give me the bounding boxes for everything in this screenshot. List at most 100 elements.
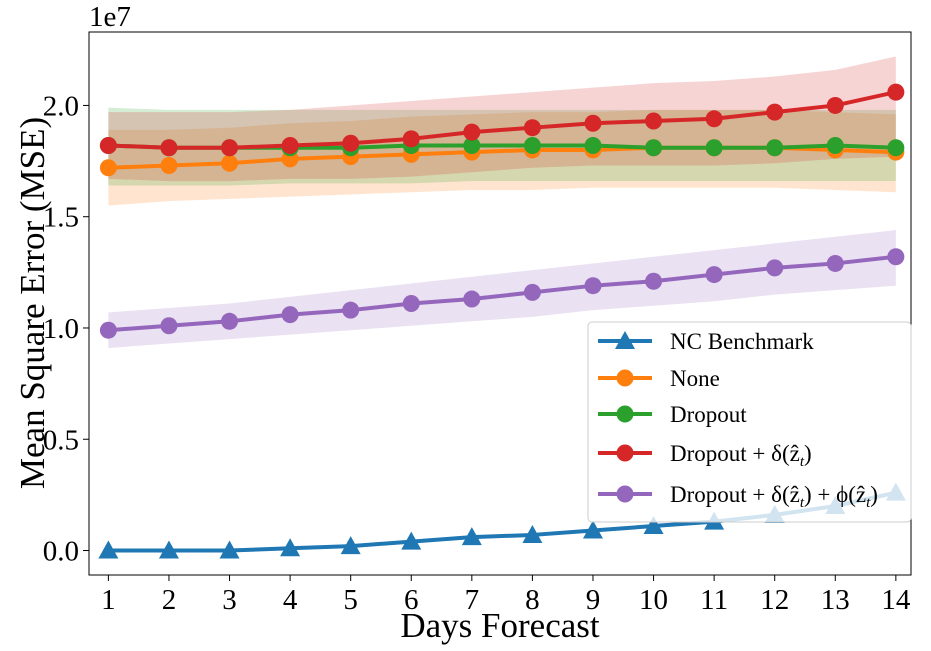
x-tick-label-3: 3 [222,584,237,616]
legend-label-dropout-delta-phi-mid: ) + ϕ(ẑ [804,482,866,507]
marker-nc-benchmark-10 [643,516,664,535]
x-tick-label-4: 4 [283,584,298,616]
x-tick-label-5: 5 [343,584,358,616]
marker-dropout-delta-z-t-phi-z-t-14 [887,248,905,266]
marker-dropout-delta-z-t-phi-z-t-3 [221,312,239,330]
marker-dropout-delta-z-t-phi-z-t-13 [826,254,844,272]
marker-dropout-delta-z-t-phi-z-t-1 [99,321,117,339]
y-tick-label-2: 1.0 [43,313,79,345]
marker-dropout-delta-z-t-phi-z-t-9 [584,277,602,295]
x-tick-label-2: 2 [162,584,177,616]
x-tick-label-1: 1 [101,584,116,616]
series-markers [98,83,906,559]
legend-label-dropout-delta-phi: Dropout + δ(ẑt) + ϕ(ẑt) [670,482,878,511]
marker-dropout-delta-z-t-phi-z-t-5 [342,301,360,319]
marker-dropout-12 [766,139,784,157]
marker-nc-benchmark-6 [401,531,422,550]
marker-none-2 [160,157,178,175]
legend-label-dropout-delta-sub: t [800,454,805,470]
band-dropout-delta-z-t-phi-z-t [108,230,896,349]
marker-dropout-delta-z-t-phi-z-t-10 [645,272,663,290]
marker-dropout-7 [463,136,481,154]
marker-nc-benchmark-5 [340,536,361,555]
x-axis-title: Days Forecast [400,606,600,645]
legend-label-dropout-delta-phi-sub2: t [866,495,871,511]
marker-none-1 [99,159,117,177]
line-dropout-delta-z-t [106,90,898,150]
marker-dropout-delta-z-t-12 [766,103,784,121]
legend-marker-dropout-delta-z-t-phi-z-t [616,485,634,503]
legend-label-dropout-delta-phi-main: Dropout + δ(ẑ [670,482,800,507]
line-dropout-delta-z-t-phi-z-t [106,254,898,333]
legend-label-none: None [670,366,720,391]
marker-dropout-delta-z-t-phi-z-t-7 [463,290,481,308]
marker-dropout-delta-z-t-7 [463,123,481,141]
x-tick-label-7: 7 [465,584,480,616]
marker-dropout-11 [705,139,723,157]
marker-dropout-delta-z-t-phi-z-t-8 [523,283,541,301]
series-lines [106,90,898,553]
confidence-bands [108,56,896,349]
legend-label-dropout-delta-tail: ) [804,441,812,466]
marker-dropout-delta-z-t-11 [705,110,723,128]
y-tick-label-1: 0.5 [43,424,79,456]
y-axis-title: Mean Square Error (MSE) [13,117,52,489]
marker-nc-benchmark-3 [219,540,240,559]
legend-handles [598,331,652,503]
x-tick-label-8: 8 [525,584,540,616]
marker-dropout-delta-z-t-8 [523,119,541,137]
legend: NC Benchmark None Dropout Dropout + δ(ẑt… [587,321,912,523]
marker-dropout-delta-z-t-phi-z-t-12 [766,259,784,277]
marker-dropout-delta-z-t-14 [887,83,905,101]
x-tick-label-6: 6 [404,584,419,616]
legend-label-dropout-delta: Dropout + δ(ẑt) [670,441,812,470]
marker-nc-benchmark-9 [582,520,603,539]
x-tick-label-12: 12 [760,584,789,616]
marker-nc-benchmark-4 [280,538,301,557]
x-tick-label-9: 9 [586,584,601,616]
legend-marker-nc-benchmark [615,331,635,349]
legend-label-dropout-delta-phi-tail: ) [870,482,878,507]
x-tick-label-10: 10 [639,584,668,616]
marker-dropout-delta-z-t-4 [281,136,299,154]
marker-dropout-8 [523,136,541,154]
marker-dropout-delta-z-t-10 [645,112,663,130]
legend-marker-dropout [616,405,634,423]
legend-marker-dropout-delta-z-t [616,444,634,462]
marker-dropout-delta-z-t-9 [584,114,602,132]
marker-dropout-delta-z-t-6 [402,130,420,148]
legend-label-dropout-delta-phi-sub: t [800,495,805,511]
legend-label-dropout-delta-main: Dropout + δ(ẑ [670,441,800,466]
plot-frame [88,31,912,576]
marker-dropout-10 [645,139,663,157]
legend-label-dropout: Dropout [670,402,747,427]
marker-dropout-delta-z-t-3 [221,139,239,157]
marker-dropout-13 [826,136,844,154]
marker-dropout-9 [584,136,602,154]
y-axis-ticks: 0.0 0.5 1.0 1.5 2.0 [43,90,89,568]
marker-dropout-delta-z-t-1 [99,136,117,154]
x-tick-label-11: 11 [700,584,728,616]
legend-marker-none [616,369,634,387]
marker-dropout-delta-z-t-13 [826,96,844,114]
marker-dropout-delta-z-t-phi-z-t-4 [281,306,299,324]
band-dropout-delta-z-t [108,56,896,182]
x-tick-label-14: 14 [881,584,911,616]
x-axis-ticks: 1 2 3 4 5 6 7 8 9 10 11 12 13 14 [101,575,911,616]
marker-dropout-delta-z-t-phi-z-t-11 [705,266,723,284]
x-tick-label-13: 13 [821,584,850,616]
marker-dropout-delta-z-t-5 [342,134,360,152]
y-offset-label: 1e7 [89,1,131,33]
marker-nc-benchmark-1 [98,540,119,559]
marker-dropout-delta-z-t-phi-z-t-2 [160,317,178,335]
marker-nc-benchmark-2 [158,540,179,559]
y-tick-label-4: 2.0 [43,90,79,122]
marker-nc-benchmark-7 [461,527,482,546]
y-tick-label-3: 1.5 [43,202,79,234]
y-tick-label-0: 0.0 [43,536,79,568]
legend-box [587,321,912,523]
marker-dropout-delta-z-t-2 [160,139,178,157]
band-none [108,109,896,206]
legend-label-nc-benchmark: NC Benchmark [670,329,814,354]
